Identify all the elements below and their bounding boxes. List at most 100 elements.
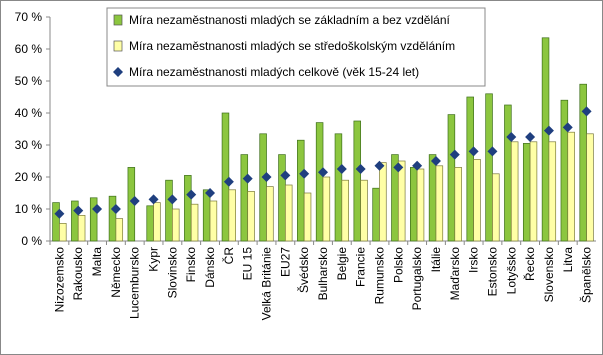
y-tick-label: 0 %	[21, 234, 42, 248]
bar	[334, 133, 343, 242]
bar	[284, 184, 293, 242]
marker	[129, 196, 140, 206]
bar	[454, 167, 462, 242]
y-tick-label: 70 %	[15, 10, 43, 24]
legend-swatch	[113, 14, 123, 26]
bar	[259, 133, 267, 242]
x-tick-label: Kypr	[147, 247, 161, 272]
marker	[167, 194, 178, 205]
bar	[52, 202, 60, 242]
bar	[435, 165, 444, 242]
bar	[522, 143, 531, 242]
marker	[54, 208, 65, 219]
bar	[548, 141, 557, 242]
bar	[510, 141, 519, 242]
marker	[562, 122, 573, 133]
legend-swatch	[113, 67, 123, 77]
x-tick-label: EU27	[278, 247, 292, 277]
bar	[473, 159, 481, 242]
marker	[487, 146, 498, 157]
y-tick-label: 20 %	[15, 170, 43, 184]
marker	[525, 132, 536, 142]
legend-label: Míra nezaměstnanosti mladých se základní…	[129, 13, 450, 27]
bar	[228, 189, 236, 242]
x-tick-label: Nizozemsko	[52, 247, 66, 313]
x-tick-label: Portugalsko	[410, 247, 424, 311]
marker	[261, 172, 272, 182]
bar	[428, 154, 437, 242]
x-tick-label: Finsko	[184, 247, 198, 283]
marker	[148, 194, 159, 205]
marker	[186, 189, 197, 200]
x-tick-label: Velká Británie	[260, 247, 274, 321]
legend-swatch	[113, 40, 123, 52]
x-tick-label: Rakousko	[71, 247, 85, 301]
bar	[492, 173, 500, 242]
marker	[430, 156, 441, 166]
bar	[240, 154, 249, 242]
x-tick-label: Bulharsko	[316, 247, 330, 301]
bar	[586, 133, 594, 242]
marker	[336, 164, 347, 174]
bar	[202, 189, 211, 242]
x-tick-label: Lucembursko	[128, 247, 142, 319]
bar	[360, 179, 368, 242]
x-tick-label: Polsko	[391, 247, 405, 283]
bar	[504, 104, 512, 242]
bar	[529, 141, 538, 242]
bar	[172, 208, 180, 242]
bar	[397, 160, 406, 242]
bar	[59, 223, 67, 242]
marker	[110, 204, 121, 214]
x-tick-label: Malta	[90, 247, 104, 277]
x-tick-label: Německo	[109, 247, 123, 298]
legend-label: Míra nezaměstnanosti mladých celkově (vě…	[129, 65, 419, 79]
marker	[242, 173, 253, 184]
marker	[506, 132, 517, 142]
legend-label: Míra nezaměstnanosti mladých se středošk…	[129, 39, 455, 53]
x-tick-label: Slovensko	[542, 247, 556, 303]
bar	[115, 218, 124, 242]
bar	[77, 215, 86, 242]
bar	[247, 191, 255, 242]
bar	[184, 175, 192, 242]
x-tick-label: Rumunsko	[372, 247, 386, 305]
x-tick-label: Lotyšsko	[504, 247, 518, 295]
marker	[468, 146, 479, 157]
y-tick-label: 30 %	[15, 138, 43, 152]
bar	[303, 192, 312, 242]
bar	[89, 197, 98, 242]
bar	[410, 167, 418, 242]
y-tick-label: 50 %	[15, 74, 43, 88]
marker	[393, 162, 404, 173]
bar	[567, 131, 575, 242]
bar	[353, 120, 362, 242]
bar	[447, 114, 456, 242]
marker	[280, 170, 291, 181]
x-tick-label: Dánsko	[203, 247, 217, 288]
bar	[416, 168, 425, 242]
bar	[153, 202, 161, 242]
bar	[541, 37, 550, 242]
bar	[485, 93, 493, 242]
marker	[355, 164, 366, 174]
x-tick-label: Švédsko	[296, 247, 311, 293]
marker	[205, 188, 216, 198]
bar	[209, 200, 218, 242]
marker	[581, 106, 592, 117]
bar	[379, 162, 387, 242]
marker	[299, 168, 310, 179]
y-tick-label: 40 %	[15, 106, 43, 120]
marker	[318, 167, 328, 178]
bar	[322, 176, 331, 242]
bar	[108, 195, 117, 242]
x-tick-label: Francie	[354, 247, 368, 287]
x-tick-label: Belgie	[335, 247, 349, 281]
bar	[278, 154, 286, 242]
x-tick-label: Itálie	[429, 247, 443, 273]
bar	[146, 205, 154, 242]
bar	[466, 96, 474, 242]
marker	[374, 160, 385, 171]
bar	[266, 186, 274, 242]
x-tick-label: Irsko	[467, 247, 481, 273]
